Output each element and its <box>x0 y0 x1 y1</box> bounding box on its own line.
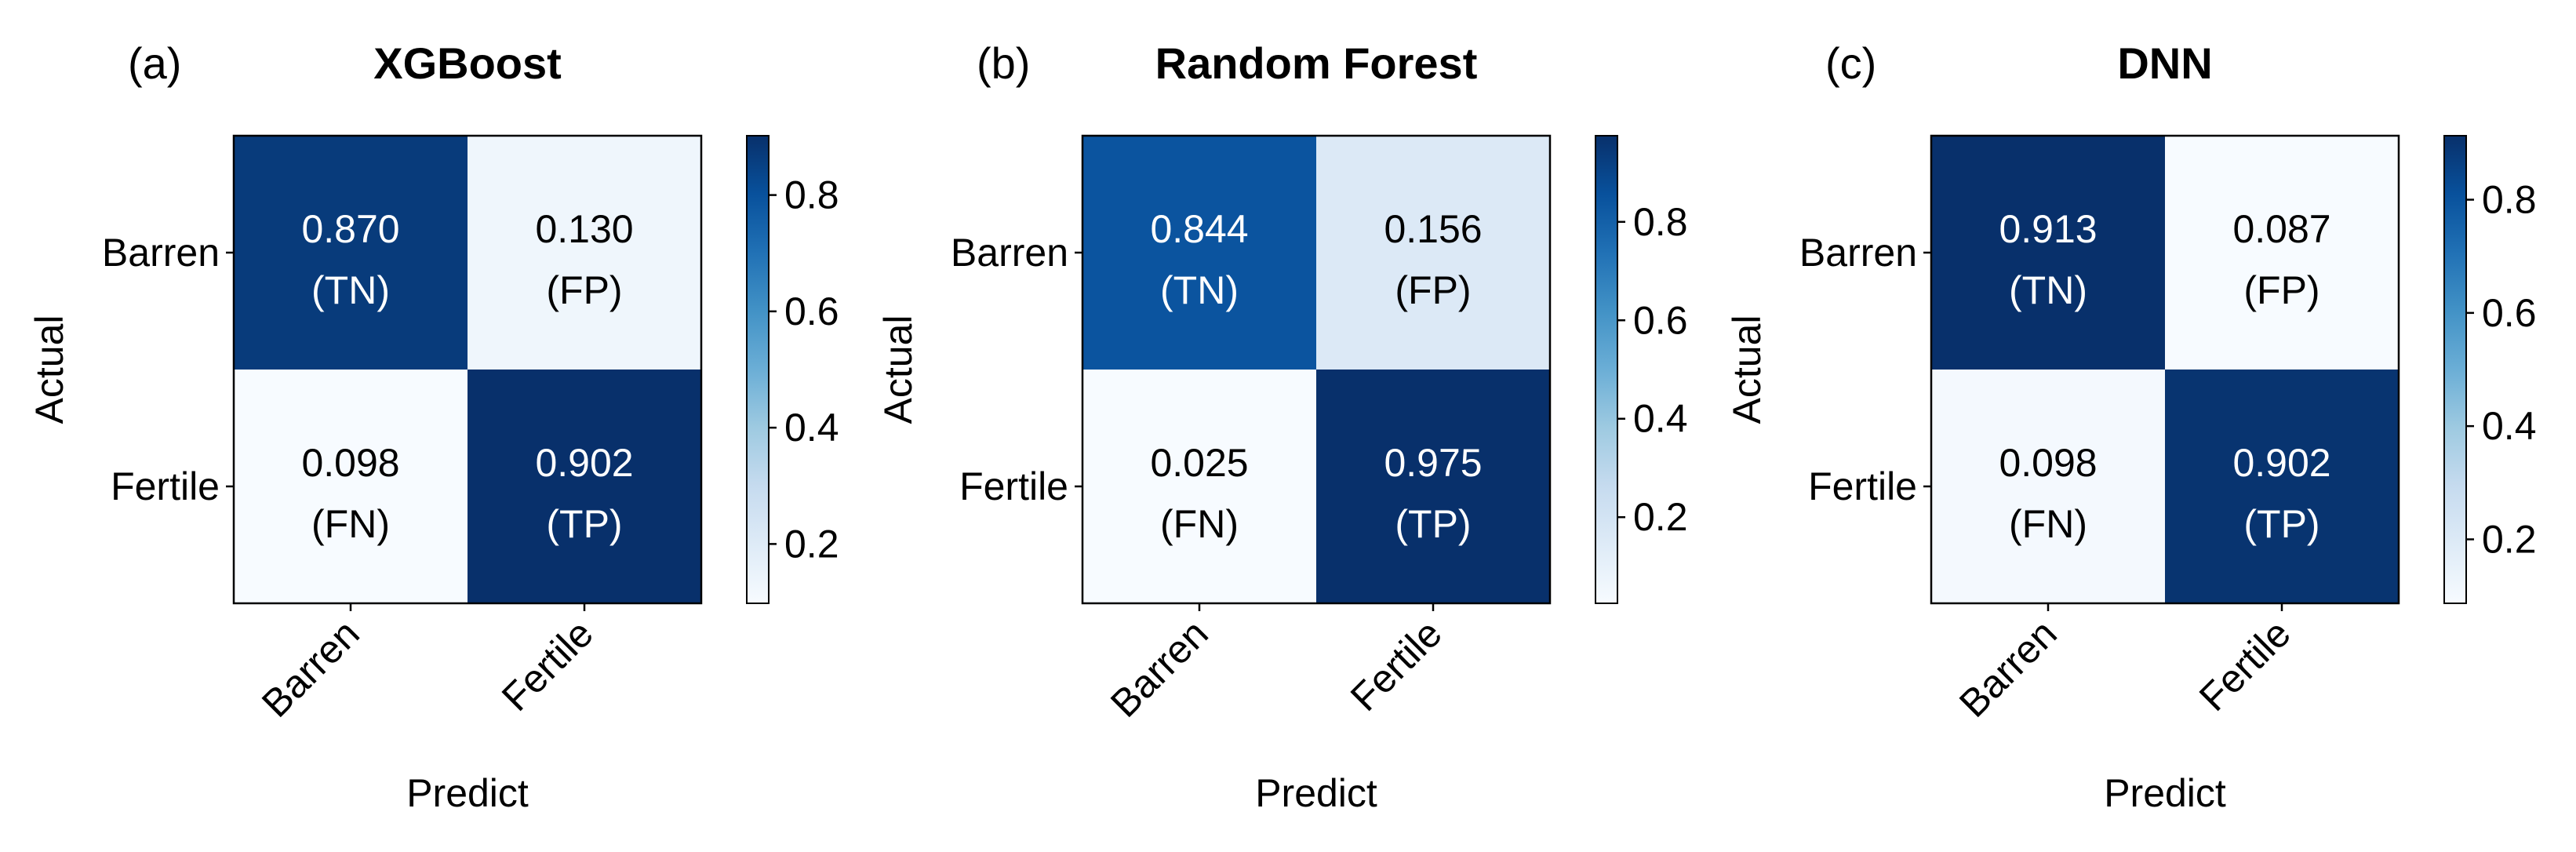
cell-label: (FN) <box>311 502 390 546</box>
colorbar <box>1595 135 1618 604</box>
x-tick-label: Barren <box>1102 611 1217 726</box>
colorbar <box>2443 135 2467 604</box>
cell-value: 0.844 <box>1150 207 1248 251</box>
cell-value: 0.130 <box>535 207 633 251</box>
cell-label: (TP) <box>546 502 622 546</box>
colorbar-tick-label: 0.2 <box>784 522 839 566</box>
cell-value: 0.902 <box>535 441 633 485</box>
x-axis-label: Predict <box>406 771 529 815</box>
x-tick-label: Barren <box>1951 611 2065 726</box>
colorbar-tick-label: 0.8 <box>1633 200 1688 244</box>
cell-value: 0.156 <box>1384 207 1482 251</box>
colorbar <box>746 135 770 604</box>
colorbar-tick-label: 0.6 <box>1633 298 1688 342</box>
heatmap-cell <box>1082 370 1316 603</box>
x-tick-label: Fertile <box>493 611 602 719</box>
y-axis-label: Actual <box>27 315 71 424</box>
y-tick-label: Fertile <box>111 464 220 508</box>
heatmap-cell <box>234 370 468 603</box>
cell-label: (FP) <box>2243 268 2319 312</box>
heatmap-cell <box>1316 370 1550 603</box>
heatmap-cell <box>468 136 701 370</box>
heatmap-cell <box>468 370 701 603</box>
cell-label: (FP) <box>546 268 622 312</box>
heatmap-cell <box>2165 370 2399 603</box>
colorbar-tick-label: 0.8 <box>2482 178 2537 222</box>
y-axis-label: Actual <box>1725 315 1769 424</box>
x-axis-label: Predict <box>2104 771 2226 815</box>
cell-label: (TN) <box>311 268 390 312</box>
colorbar-tick-label: 0.4 <box>1633 397 1688 441</box>
cell-label: (FP) <box>1395 268 1471 312</box>
panel-3: (c) DNN 0.913 (TN) 0.087 (FP) 0.098 (FN) 0.902 (T… <box>1725 38 2537 815</box>
chart-title: Random Forest <box>1155 38 1478 88</box>
cell-label: (TP) <box>1395 502 1471 546</box>
y-tick-label: Barren <box>951 231 1068 275</box>
y-tick-label: Fertile <box>1808 464 1917 508</box>
y-axis-label: Actual <box>876 315 920 424</box>
cell-label: (FN) <box>2009 502 2087 546</box>
cell-label: (TN) <box>1160 268 1239 312</box>
cell-value: 0.902 <box>2232 441 2330 485</box>
heatmap-cell <box>1316 136 1550 370</box>
panel-1: (a) XGBoost 0.870 (TN) 0.130 (FP) 0.098 (FN) 0.9… <box>27 38 839 815</box>
chart-title: XGBoost <box>373 38 562 88</box>
cell-value: 0.098 <box>1999 441 2097 485</box>
colorbar-tick-label: 0.4 <box>2482 404 2537 448</box>
cell-value: 0.975 <box>1384 441 1482 485</box>
cell-label: (FN) <box>1160 502 1239 546</box>
colorbar-tick-label: 0.4 <box>784 406 839 450</box>
x-axis-label: Predict <box>1255 771 1377 815</box>
panel-label: (a) <box>128 38 181 88</box>
cell-label: (TN) <box>2009 268 2087 312</box>
heatmap-cell <box>1931 370 2165 603</box>
cell-value: 0.913 <box>1999 207 2097 251</box>
colorbar-tick-label: 0.2 <box>1633 495 1688 539</box>
colorbar-tick-label: 0.2 <box>2482 517 2537 561</box>
panel-label: (c) <box>1825 38 1876 88</box>
x-tick-label: Fertile <box>1342 611 1450 719</box>
colorbar-tick-label: 0.6 <box>2482 291 2537 335</box>
chart-title: DNN <box>2117 38 2212 88</box>
cell-value: 0.087 <box>2232 207 2330 251</box>
cell-value: 0.025 <box>1150 441 1248 485</box>
plot-frame <box>1930 134 2400 605</box>
y-tick-label: Fertile <box>959 464 1068 508</box>
cell-value: 0.098 <box>301 441 399 485</box>
x-tick-label: Barren <box>253 611 368 726</box>
y-tick-label: Barren <box>1799 231 1917 275</box>
heatmap-cell <box>1082 136 1316 370</box>
x-tick-label: Fertile <box>2191 611 2299 719</box>
plot-frame <box>1081 134 1552 605</box>
heatmap-cell <box>234 136 468 370</box>
cell-value: 0.870 <box>301 207 399 251</box>
heatmap-cell <box>1931 136 2165 370</box>
panel-label: (b) <box>977 38 1030 88</box>
heatmap-cell <box>2165 136 2399 370</box>
cell-label: (TP) <box>2243 502 2319 546</box>
colorbar-tick-label: 0.8 <box>784 173 839 217</box>
plot-frame <box>232 134 703 605</box>
colorbar-tick-label: 0.6 <box>784 289 839 333</box>
panel-2: (b) Random Forest 0.844 (TN) 0.156 (FP) 0.025 (… <box>876 38 1688 815</box>
y-tick-label: Barren <box>102 231 220 275</box>
